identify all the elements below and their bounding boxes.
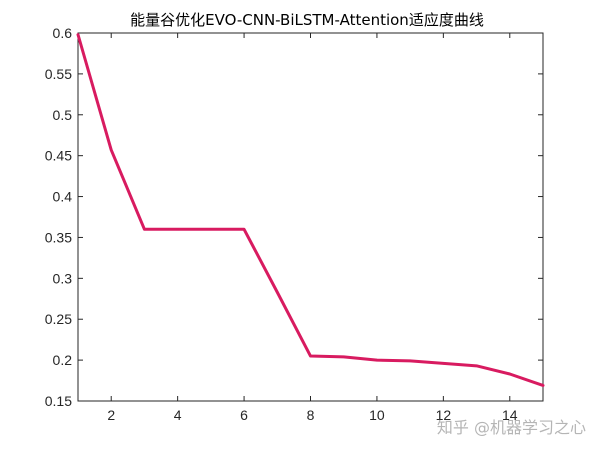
axis-ticks: 2 4 6 8 10 12 14 0.15 0.2 0.25 0.3 0.35 0.4 0.45 0.5 0.… [45,25,543,423]
series-layer [76,33,545,387]
y-tick-label: 0.25 [45,311,72,327]
data-point [143,228,146,231]
y-tick-label: 0.6 [53,25,73,41]
y-tick-label: 0.2 [53,352,73,368]
data-point [309,354,312,358]
x-tick-label: 2 [107,407,115,423]
chart-title: 能量谷优化EVO-CNN-BiLSTM-Attention适应度曲线 [130,11,484,29]
fitness-series-line [76,33,545,387]
y-tick-label: 0.5 [53,107,73,123]
x-tick-label: 8 [307,407,315,423]
data-point [342,355,345,359]
y-tick-label: 0.55 [45,66,72,82]
y-tick-label: 0.35 [45,229,72,245]
data-point [541,384,545,387]
x-tick-label: 6 [240,407,248,423]
data-point [242,228,246,231]
data-point [375,358,379,362]
data-point [76,33,80,36]
axes [77,32,544,402]
x-tick-label: 12 [436,407,452,423]
y-tick-label: 0.45 [45,148,72,164]
y-tick-label: 0.3 [53,270,73,286]
data-point [209,228,213,231]
watermark: 知乎 @机器学习之心 [436,418,586,437]
data-point [442,362,445,365]
y-tick-label: 0.4 [53,189,73,205]
x-tick-label: 14 [502,407,518,423]
data-point [475,364,478,368]
data-point [276,291,279,294]
plot-box [77,32,544,402]
data-point [176,228,179,231]
x-tick-label: 4 [174,407,182,423]
x-tick-label: 10 [369,407,385,423]
data-point [508,372,511,376]
data-point [408,359,412,363]
y-tick-label: 0.15 [45,393,72,409]
data-point [110,148,113,152]
